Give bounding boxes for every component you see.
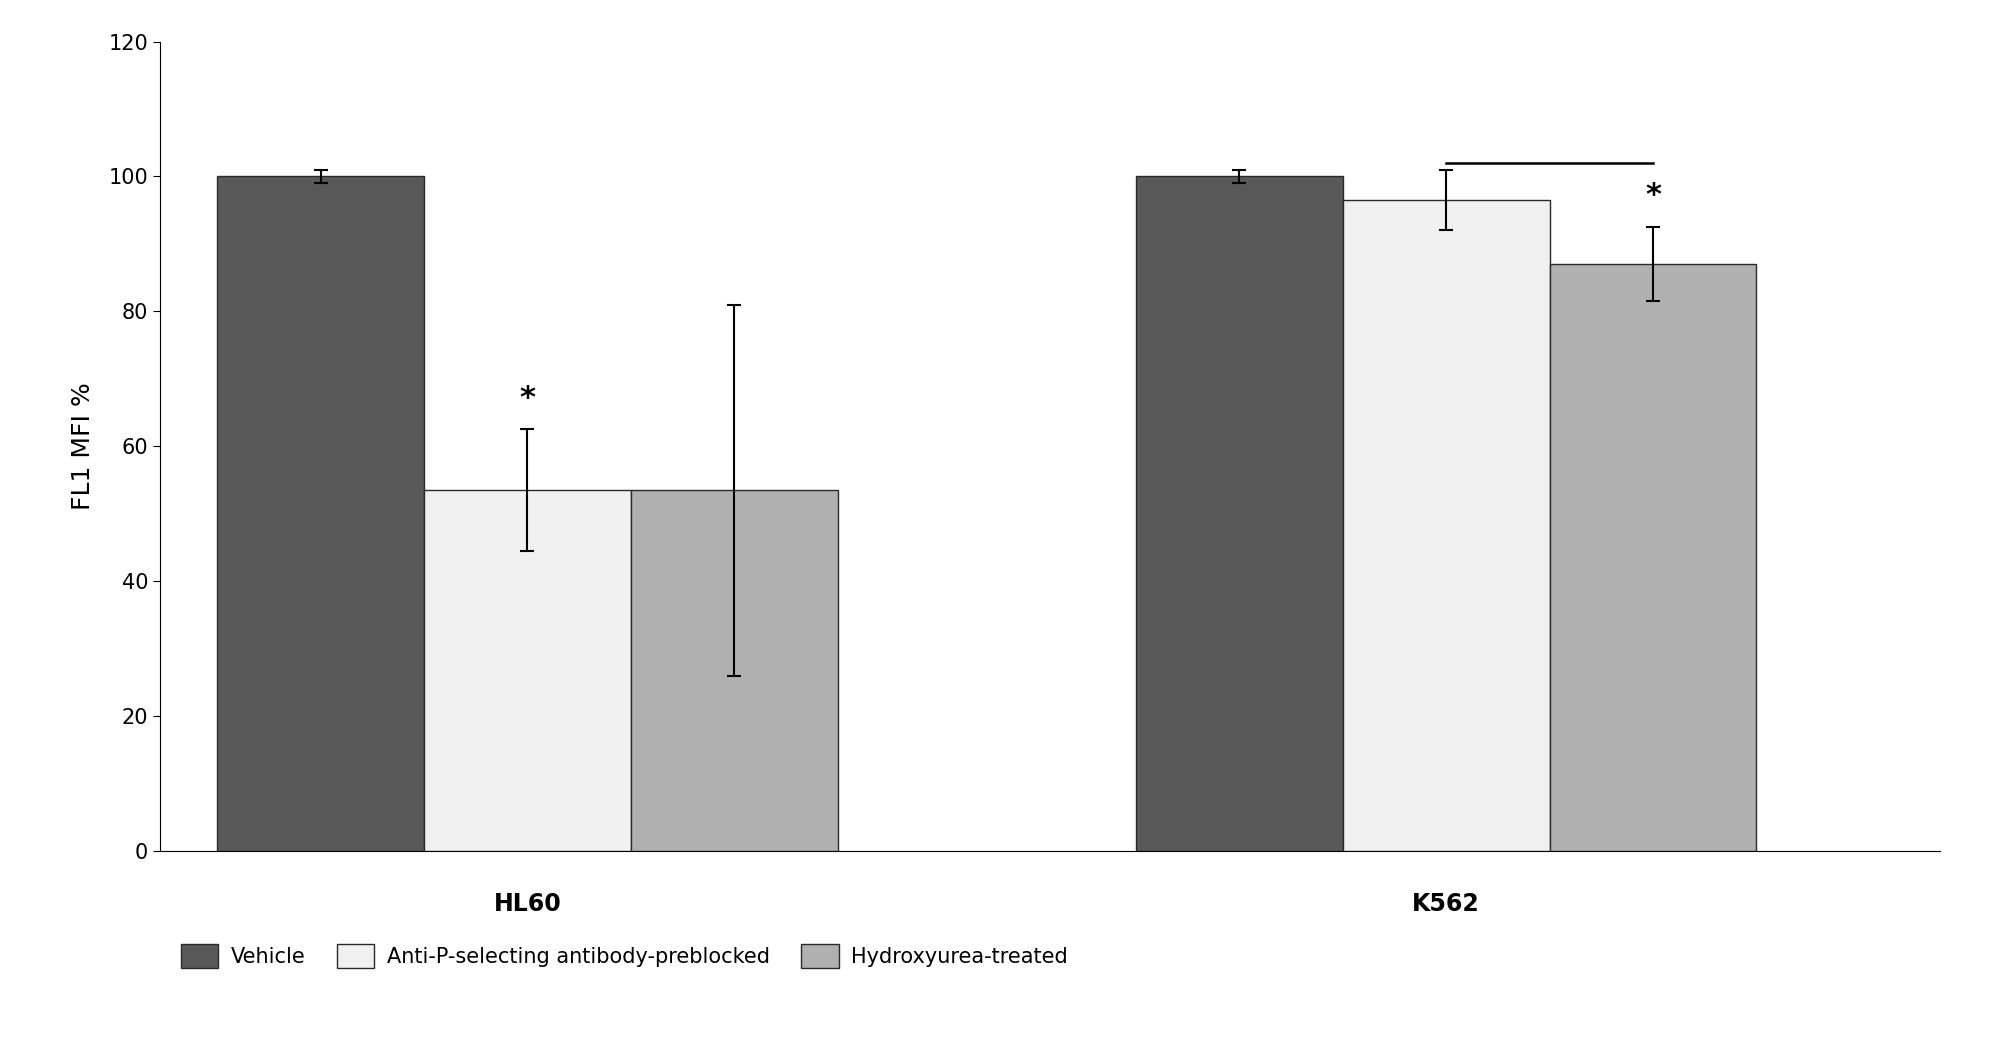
Bar	[1342, 200, 1550, 851]
Bar	[1136, 176, 1342, 851]
Bar	[1550, 265, 1756, 851]
Text: HL60: HL60	[494, 892, 562, 916]
Bar	[424, 490, 630, 851]
Bar	[218, 176, 424, 851]
Text: *: *	[1644, 182, 1660, 210]
Y-axis label: FL1 MFI %: FL1 MFI %	[70, 382, 94, 511]
Text: K562: K562	[1412, 892, 1480, 916]
Legend: Vehicle, Anti-P-selecting antibody-preblocked, Hydroxyurea-treated: Vehicle, Anti-P-selecting antibody-prebl…	[170, 933, 1078, 979]
Text: *: *	[520, 384, 536, 413]
Bar	[630, 490, 838, 851]
